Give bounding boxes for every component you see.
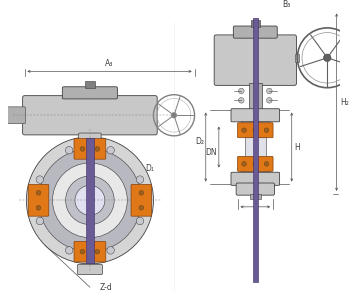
Circle shape: [80, 249, 85, 254]
Circle shape: [38, 149, 141, 252]
Circle shape: [139, 190, 143, 195]
Circle shape: [107, 146, 114, 154]
Circle shape: [107, 247, 114, 254]
Circle shape: [66, 146, 73, 154]
FancyBboxPatch shape: [74, 139, 106, 159]
Circle shape: [171, 113, 177, 118]
Text: H: H: [294, 143, 300, 151]
Circle shape: [264, 128, 269, 132]
FancyBboxPatch shape: [237, 157, 273, 171]
FancyBboxPatch shape: [214, 35, 297, 85]
Circle shape: [36, 190, 41, 195]
Bar: [241, 121, 269, 124]
FancyBboxPatch shape: [231, 172, 279, 185]
Text: DN: DN: [205, 148, 217, 157]
Text: Z-d: Z-d: [99, 283, 112, 292]
Bar: [250, 194, 261, 199]
Text: D₂: D₂: [195, 137, 204, 146]
Text: L: L: [253, 211, 257, 219]
Bar: [245, 137, 266, 157]
Circle shape: [75, 185, 105, 215]
Text: B₃: B₃: [282, 0, 291, 9]
Text: A₃: A₃: [105, 59, 114, 68]
Circle shape: [36, 217, 43, 225]
Circle shape: [139, 206, 143, 210]
Circle shape: [80, 147, 85, 151]
FancyBboxPatch shape: [79, 133, 101, 142]
Circle shape: [95, 147, 100, 151]
Circle shape: [253, 128, 258, 132]
Bar: [241, 170, 269, 173]
Bar: [86, 138, 94, 263]
Circle shape: [239, 97, 244, 103]
Circle shape: [36, 176, 43, 183]
Circle shape: [66, 247, 73, 254]
Circle shape: [136, 176, 144, 183]
FancyBboxPatch shape: [77, 264, 103, 275]
Circle shape: [136, 217, 144, 225]
Circle shape: [242, 128, 246, 132]
Circle shape: [324, 54, 331, 61]
Circle shape: [267, 97, 272, 103]
Circle shape: [264, 162, 269, 166]
Circle shape: [267, 88, 272, 94]
Circle shape: [53, 163, 127, 238]
FancyBboxPatch shape: [74, 241, 106, 262]
Circle shape: [36, 206, 41, 210]
FancyBboxPatch shape: [28, 184, 49, 216]
FancyBboxPatch shape: [131, 184, 152, 216]
FancyBboxPatch shape: [231, 109, 279, 122]
Circle shape: [253, 162, 258, 166]
Bar: [253, 15, 258, 282]
Text: D₁: D₁: [145, 164, 154, 173]
FancyBboxPatch shape: [233, 26, 277, 38]
Bar: [251, 20, 260, 27]
FancyBboxPatch shape: [83, 133, 96, 135]
FancyBboxPatch shape: [23, 96, 157, 135]
Circle shape: [95, 249, 100, 254]
Text: H₂: H₂: [340, 98, 349, 107]
Circle shape: [66, 176, 114, 225]
Circle shape: [26, 137, 153, 264]
FancyBboxPatch shape: [3, 107, 25, 124]
FancyBboxPatch shape: [237, 123, 273, 138]
FancyBboxPatch shape: [249, 83, 262, 110]
FancyBboxPatch shape: [236, 183, 274, 195]
Bar: [294, 54, 299, 61]
FancyBboxPatch shape: [62, 87, 117, 99]
Circle shape: [242, 162, 246, 166]
Circle shape: [239, 88, 244, 94]
Bar: [85, 81, 95, 88]
